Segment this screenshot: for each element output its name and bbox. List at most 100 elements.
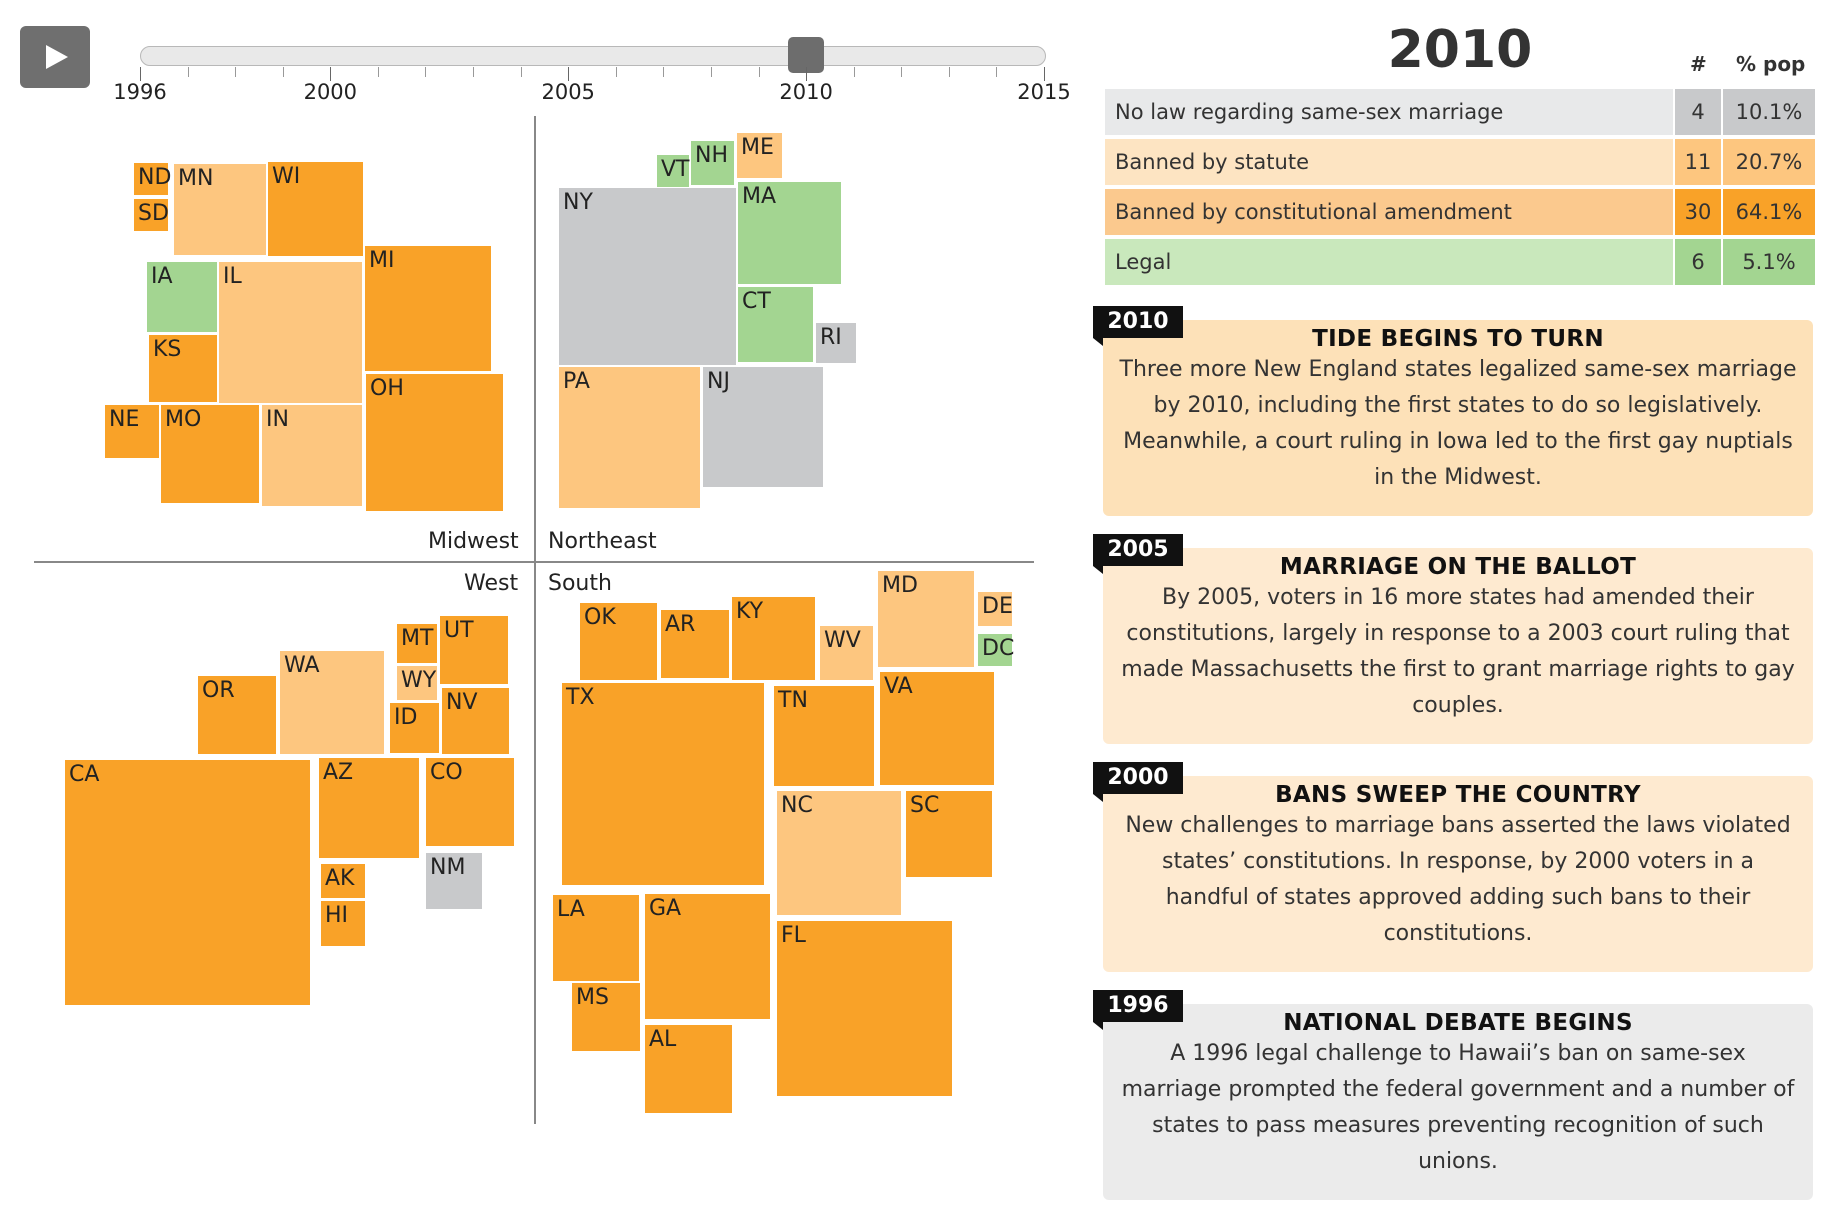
state-tile-id[interactable]: ID <box>390 703 439 753</box>
state-tile-pa[interactable]: PA <box>559 367 700 508</box>
state-tile-nc[interactable]: NC <box>777 791 901 915</box>
state-tile-nm[interactable]: NM <box>426 853 482 909</box>
state-tile-ks[interactable]: KS <box>149 335 217 402</box>
timeline-card-2010[interactable]: 2010 TIDE BEGINS TO TURN Three more New … <box>1093 306 1813 516</box>
play-button[interactable] <box>20 26 90 88</box>
year-slider[interactable]: 1996 2000 2005 2010 2015 <box>113 37 1071 120</box>
state-tile-dc[interactable]: DC <box>978 634 1015 666</box>
state-tile-ar[interactable]: AR <box>661 610 729 678</box>
slider-year-label[interactable]: 2000 <box>303 80 358 104</box>
state-tile-ky[interactable]: KY <box>732 597 815 680</box>
slider-tick <box>568 67 570 81</box>
state-tile-me[interactable]: ME <box>737 133 782 178</box>
state-tile-ny[interactable]: NY <box>559 188 736 365</box>
slider-year-label[interactable]: 2015 <box>1017 80 1071 104</box>
state-tile-nv[interactable]: NV <box>442 688 509 754</box>
state-tile-wv[interactable]: WV <box>820 626 873 680</box>
slider-tick <box>377 67 379 77</box>
state-label: NH <box>695 143 728 168</box>
state-tile-sd[interactable]: SD <box>134 199 169 231</box>
state-tile-wy[interactable]: WY <box>397 666 437 700</box>
card-year-badge: 1996 <box>1093 990 1183 1030</box>
legend-pct: 20.7% <box>1723 139 1815 185</box>
state-tile-hi[interactable]: HI <box>321 901 365 946</box>
slider-year-label[interactable]: 1996 <box>113 80 167 104</box>
card-title: TIDE BEGINS TO TURN <box>1312 326 1604 352</box>
state-tile-mi[interactable]: MI <box>365 246 491 371</box>
state-label: WV <box>824 628 861 653</box>
slider-tick <box>948 67 950 77</box>
state-label: KY <box>736 599 764 624</box>
state-tile-wi[interactable]: WI <box>268 162 363 256</box>
state-tile-oh[interactable]: OH <box>366 374 503 511</box>
state-label: WI <box>272 164 301 189</box>
state-label: AK <box>325 866 355 891</box>
state-tile-vt[interactable]: VT <box>657 155 690 187</box>
state-tile-nd[interactable]: ND <box>134 163 171 195</box>
state-tile-mn[interactable]: MN <box>174 164 266 255</box>
state-label: WY <box>401 668 437 693</box>
legend-count: 11 <box>1675 139 1721 185</box>
state-tile-nh[interactable]: NH <box>691 141 734 185</box>
state-label: OK <box>584 605 616 630</box>
state-tile-il[interactable]: IL <box>219 262 362 403</box>
timeline-card-2005[interactable]: 2005 MARRIAGE ON THE BALLOT By 2005, vot… <box>1093 534 1813 744</box>
card-year-badge: 2010 <box>1093 306 1183 346</box>
state-tile-ct[interactable]: CT <box>738 287 813 362</box>
card-body: Three more New England states legalized … <box>1119 357 1797 490</box>
timeline-card-1996[interactable]: 1996 NATIONAL DEBATE BEGINS A 1996 legal… <box>1093 990 1813 1200</box>
state-label: SC <box>910 793 940 818</box>
slider-tick <box>187 67 189 77</box>
state-tile-tx[interactable]: TX <box>562 683 764 885</box>
state-tile-ok[interactable]: OK <box>580 603 657 680</box>
state-label: DC <box>982 636 1015 661</box>
state-label: PA <box>563 369 590 394</box>
state-label: CA <box>69 762 100 787</box>
state-tile-de[interactable]: DE <box>978 592 1013 626</box>
state-tile-al[interactable]: AL <box>645 1025 732 1113</box>
state-tile-fl[interactable]: FL <box>777 921 952 1096</box>
state-tile-ca[interactable]: CA <box>65 760 310 1005</box>
state-tile-ms[interactable]: MS <box>572 983 640 1051</box>
state-tile-ia[interactable]: IA <box>147 262 217 332</box>
state-label: KS <box>153 337 182 362</box>
state-tile-ak[interactable]: AK <box>321 864 365 898</box>
state-tile-wa[interactable]: WA <box>280 651 384 754</box>
legend-row-statute: Banned by statute 11 20.7% <box>1105 139 1815 185</box>
state-label: TN <box>778 688 808 713</box>
state-label: IA <box>151 264 173 289</box>
state-tile-mo[interactable]: MO <box>161 405 259 503</box>
state-tile-tn[interactable]: TN <box>774 686 874 786</box>
state-tile-ma[interactable]: MA <box>738 182 841 284</box>
state-tile-va[interactable]: VA <box>880 672 994 785</box>
state-tile-ne[interactable]: NE <box>105 405 159 458</box>
state-tile-co[interactable]: CO <box>426 758 514 846</box>
slider-tick <box>710 67 712 77</box>
slider-tick <box>996 67 998 77</box>
state-label: MA <box>742 184 777 209</box>
state-label: GA <box>649 896 682 921</box>
legend-label: Banned by constitutional amendment <box>1105 189 1673 235</box>
state-cartogram: Midwest Northeast West South ND SD MN WI IA I… <box>34 116 1034 1124</box>
timeline-card-2000[interactable]: 2000 BANS SWEEP THE COUNTRY New challeng… <box>1093 762 1813 972</box>
state-label: NE <box>109 407 140 432</box>
state-tile-az[interactable]: AZ <box>319 758 419 858</box>
state-tile-ri[interactable]: RI <box>816 323 856 363</box>
state-tile-nj[interactable]: NJ <box>703 367 823 487</box>
pct-column-header: % pop <box>1736 52 1806 76</box>
state-tile-in[interactable]: IN <box>262 405 362 506</box>
slider-year-label[interactable]: 2010 <box>779 80 833 104</box>
state-tile-sc[interactable]: SC <box>906 791 992 877</box>
slider-year-label[interactable]: 2005 <box>541 80 595 104</box>
slider-tick <box>663 67 665 77</box>
legend-label: Banned by statute <box>1105 139 1673 185</box>
slider-tick <box>806 67 808 81</box>
state-tile-la[interactable]: LA <box>553 895 639 981</box>
state-tile-or[interactable]: OR <box>198 676 276 754</box>
state-tile-mt[interactable]: MT <box>397 624 437 663</box>
state-tile-ut[interactable]: UT <box>440 616 508 684</box>
slider-tick <box>520 67 522 77</box>
state-tile-md[interactable]: MD <box>878 571 974 667</box>
slider-tick <box>901 67 903 77</box>
state-tile-ga[interactable]: GA <box>645 894 770 1019</box>
